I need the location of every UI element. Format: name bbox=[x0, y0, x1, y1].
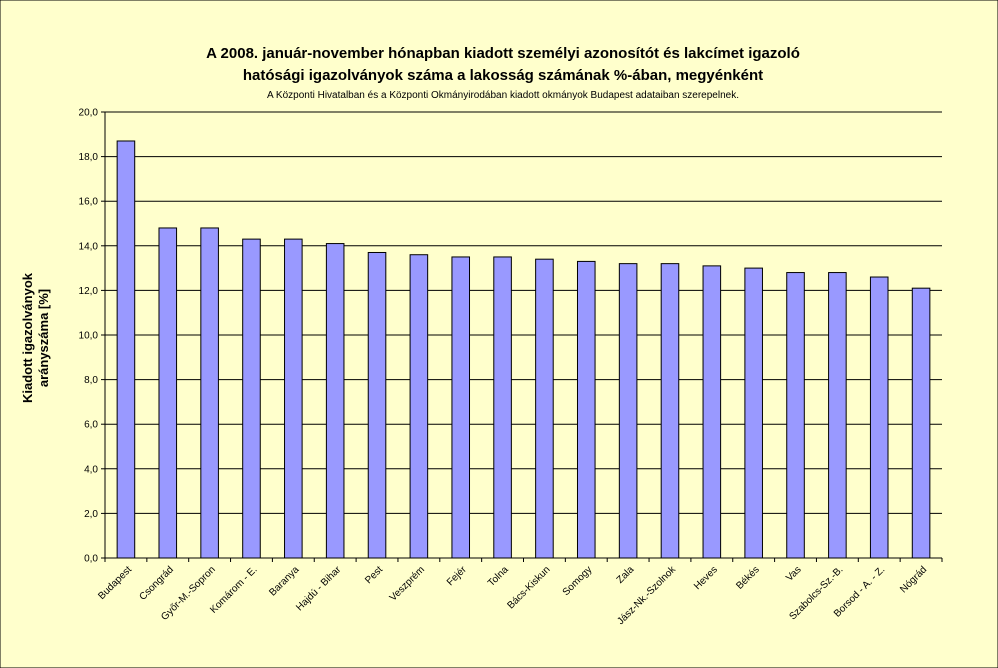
axes bbox=[101, 111, 943, 562]
y-tick-label: 20,0 bbox=[79, 108, 99, 119]
bar bbox=[660, 263, 680, 559]
bars bbox=[116, 140, 931, 559]
y-tick-label: 12,0 bbox=[79, 286, 99, 297]
bar bbox=[618, 263, 638, 559]
y-tick-label: 2,0 bbox=[84, 509, 98, 520]
bar bbox=[242, 238, 261, 559]
y-tick-label: 16,0 bbox=[79, 197, 99, 208]
bar bbox=[451, 256, 471, 559]
bar bbox=[493, 256, 512, 559]
bar bbox=[116, 140, 136, 559]
bar bbox=[576, 260, 596, 559]
bar bbox=[367, 251, 387, 559]
y-axis-label-line-2: arányszáma [%] bbox=[36, 289, 51, 387]
y-tick-label: 18,0 bbox=[79, 152, 99, 163]
chart-title-line-1: A 2008. január-november hónapban kiadott… bbox=[206, 45, 800, 62]
bar bbox=[786, 272, 805, 559]
y-tick-label: 10,0 bbox=[79, 331, 99, 342]
y-tick-label: 4,0 bbox=[84, 464, 98, 475]
bar bbox=[702, 265, 722, 559]
y-tick-labels: 0,0 2,0 4,0 6,0 8,0 10,0 12,0 14,0 16,0 18,0 20,0 bbox=[79, 108, 99, 565]
bar bbox=[158, 227, 178, 559]
bar bbox=[284, 238, 303, 559]
bar bbox=[744, 267, 763, 559]
chart-title-line-2: hatósági igazolványok száma a lakosság s… bbox=[243, 67, 763, 84]
chart-subtitle: A Központi Hivatalban és a Központi Okmá… bbox=[267, 90, 739, 101]
bar bbox=[828, 272, 847, 559]
y-tick-label: 6,0 bbox=[84, 420, 98, 431]
bar bbox=[325, 243, 345, 559]
y-tick-label: 14,0 bbox=[79, 241, 99, 252]
y-tick-label: 0,0 bbox=[84, 554, 98, 565]
bar bbox=[535, 258, 554, 559]
bar bbox=[869, 276, 889, 559]
y-tick-label: 8,0 bbox=[84, 375, 98, 386]
y-axis-label-line-1: Kiadott igazolványok bbox=[20, 272, 35, 403]
bar bbox=[409, 254, 429, 559]
bar bbox=[911, 287, 931, 559]
bar bbox=[200, 227, 219, 559]
